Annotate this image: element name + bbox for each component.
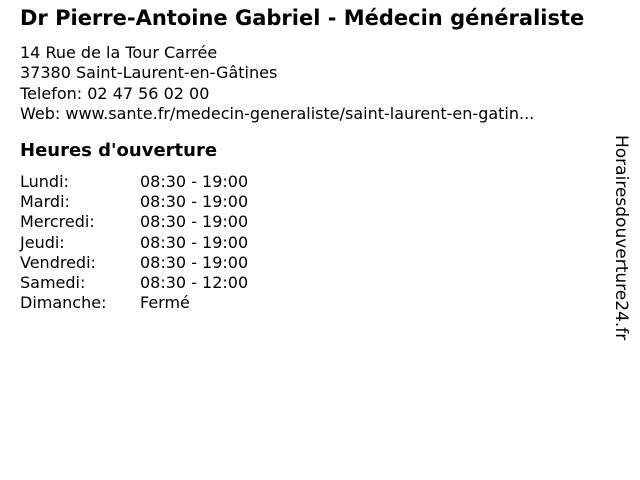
day-label: Mercredi: (20, 212, 95, 232)
opening-hours-row-sunday: Dimanche: Fermé (20, 293, 248, 313)
contact-block: 14 Rue de la Tour Carrée 37380 Saint-Lau… (20, 43, 534, 125)
day-hours: 08:30 - 19:00 (140, 192, 249, 212)
site-branding-vertical: Horairesdouverture24.fr (611, 135, 631, 341)
opening-hours-row-friday: Vendredi: 08:30 - 19:00 (20, 253, 248, 273)
day-hours: 08:30 - 12:00 (140, 273, 249, 293)
opening-hours-list: Lundi: 08:30 - 19:00 Mardi: 08:30 - 19:00 … (20, 172, 248, 313)
opening-hours-row-tuesday: Mardi: 08:30 - 19:00 (20, 192, 248, 212)
day-label: Jeudi: (20, 232, 65, 252)
opening-hours-row-thursday: Jeudi: 08:30 - 19:00 (20, 233, 248, 253)
day-label: Lundi: (20, 172, 69, 191)
address-street: 14 Rue de la Tour Carrée (20, 43, 218, 62)
day-hours: 08:30 - 19:00 (140, 212, 249, 232)
phone-line: Telefon: 02 47 56 02 00 (20, 83, 210, 103)
opening-hours-row-monday: Lundi: 08:30 - 19:00 (20, 172, 248, 192)
opening-hours-heading: Heures d'ouverture (20, 140, 218, 161)
day-label: Vendredi: (20, 252, 96, 272)
day-hours: 08:30 - 19:00 (140, 232, 249, 252)
day-hours: 08:30 - 19:00 (140, 252, 249, 272)
page-title: Dr Pierre-Antoine Gabriel - Médecin géné… (20, 6, 585, 30)
day-label: Samedi: (20, 273, 86, 293)
website-line: Web: www.sante.fr/medecin-generaliste/sa… (20, 104, 535, 124)
opening-hours-row-saturday: Samedi: 08:30 - 12:00 (20, 273, 248, 293)
day-hours: Fermé (140, 293, 190, 313)
address-city: 37380 Saint-Laurent-en-Gâtines (20, 63, 278, 83)
day-label: Dimanche: (20, 293, 107, 313)
day-label: Mardi: (20, 192, 70, 212)
opening-hours-row-wednesday: Mercredi: 08:30 - 19:00 (20, 212, 248, 232)
day-hours: 08:30 - 19:00 (140, 172, 249, 191)
